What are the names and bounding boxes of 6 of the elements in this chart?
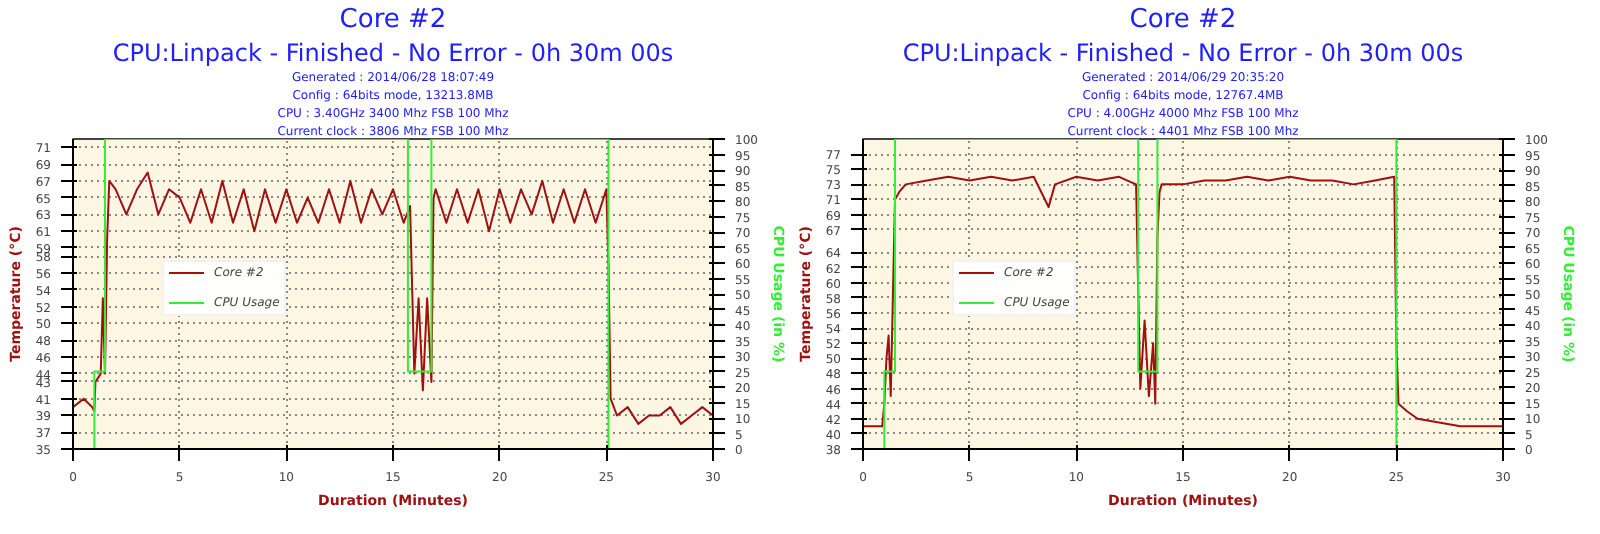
chart-subtitle: CPU:Linpack - Finished - No Error - 0h 30m 00s xyxy=(112,39,674,67)
chart-title: Core #2 xyxy=(339,5,447,35)
chart-subtitle: CPU:Linpack - Finished - No Error - 0h 30m 00s xyxy=(902,39,1464,67)
line-series xyxy=(73,171,713,425)
line-series xyxy=(863,175,1503,428)
chart-title: Core #2 xyxy=(1129,5,1237,35)
